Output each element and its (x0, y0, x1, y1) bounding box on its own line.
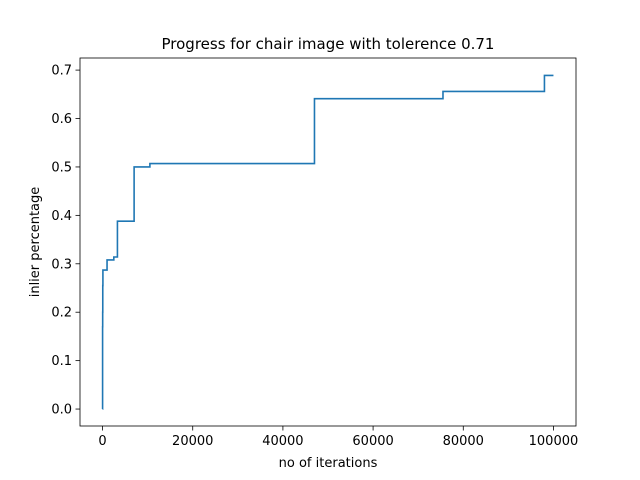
y-tick-label-3: 0.3 (51, 257, 72, 272)
x-tick-label-1: 20000 (172, 434, 213, 449)
x-tick-label-0: 0 (98, 434, 106, 449)
y-tick-label-4: 0.4 (51, 209, 72, 224)
chart-title: Progress for chair image with tolerence … (162, 35, 495, 53)
y-axis-label: inlier percentage (28, 187, 43, 298)
axes-frame (79, 57, 577, 427)
y-tick-label-5: 0.5 (51, 160, 72, 175)
x-axis-label: no of iterations (279, 456, 378, 471)
y-tick-label-2: 0.2 (51, 306, 72, 321)
series-line-0 (101, 74, 554, 410)
x-tick-label-4: 80000 (443, 434, 484, 449)
x-tick-label-3: 60000 (352, 434, 393, 449)
y-tick-label-1: 0.1 (51, 354, 72, 369)
y-tick-label-7: 0.7 (51, 64, 72, 79)
y-tick-label-0: 0.0 (51, 403, 72, 418)
x-tick-label-5: 100000 (529, 434, 579, 449)
plot-area: 0 20000 40000 60000 80000 100000 0.0 0.1 0.2 0.3 0… (51, 57, 579, 449)
x-tick-label-2: 40000 (262, 434, 303, 449)
y-tick-label-6: 0.6 (51, 112, 72, 127)
